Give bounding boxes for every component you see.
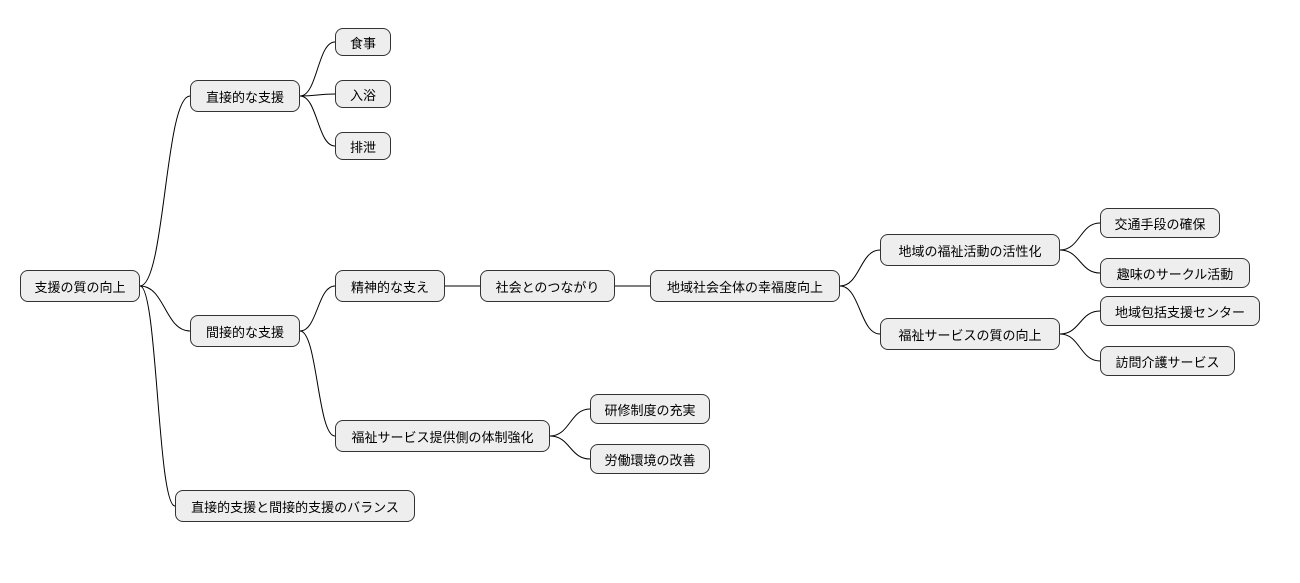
node-indirect: 間接的な支援 [190, 315, 300, 347]
edge-indirect-mental [300, 286, 335, 331]
edge-welfare_quality-center [1060, 311, 1100, 334]
edge-indirect-provider [300, 331, 335, 436]
edge-welfare_quality-visit [1060, 334, 1100, 361]
edge-community_happy-welfare_quality [840, 286, 880, 334]
edge-provider-labor [550, 436, 590, 459]
node-labor: 労働環境の改善 [590, 444, 710, 474]
node-welfare_activ: 地域の福祉活動の活性化 [880, 234, 1060, 266]
edge-root-balance [140, 286, 175, 506]
node-direct: 直接的な支援 [190, 80, 300, 112]
node-balance: 直接的支援と間接的支援のバランス [175, 490, 415, 522]
node-provider: 福祉サービス提供側の体制強化 [335, 420, 550, 452]
node-training: 研修制度の充実 [590, 394, 710, 424]
edge-provider-training [550, 409, 590, 436]
edge-direct-bath [300, 94, 335, 96]
node-hobby: 趣味のサークル活動 [1100, 258, 1250, 288]
edge-root-direct [140, 96, 190, 286]
node-visit: 訪問介護サービス [1100, 346, 1235, 376]
edge-welfare_activ-hobby [1060, 250, 1100, 273]
edge-welfare_activ-transport [1060, 223, 1100, 250]
edge-community_happy-welfare_activ [840, 250, 880, 286]
node-excr: 排泄 [335, 132, 391, 160]
node-social: 社会とのつながり [480, 270, 615, 302]
node-root: 支援の質の向上 [20, 270, 140, 302]
node-meal: 食事 [335, 28, 391, 56]
node-transport: 交通手段の確保 [1100, 208, 1220, 238]
node-mental: 精神的な支え [335, 270, 445, 302]
node-bath: 入浴 [335, 80, 391, 108]
edge-root-indirect [140, 286, 190, 331]
edge-direct-excr [300, 96, 335, 146]
node-center: 地域包括支援センター [1100, 296, 1260, 326]
edge-direct-meal [300, 42, 335, 96]
node-welfare_quality: 福祉サービスの質の向上 [880, 318, 1060, 350]
node-community_happy: 地域社会全体の幸福度向上 [650, 270, 840, 302]
